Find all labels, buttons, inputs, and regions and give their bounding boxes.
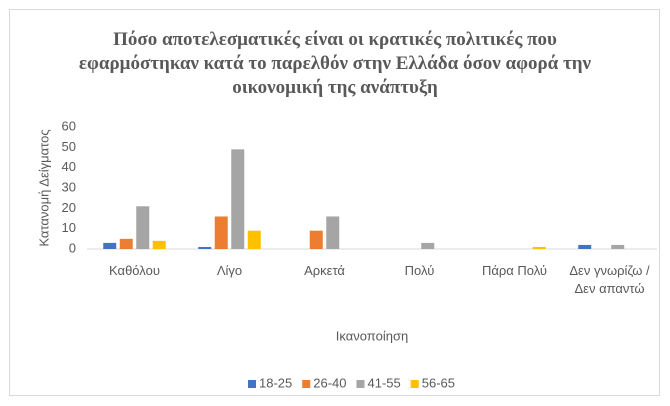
y-tick-label: 10 [62, 220, 76, 235]
y-tick-label: 20 [62, 200, 76, 215]
x-tick-label: Πολύ [404, 263, 435, 278]
bar [578, 244, 592, 249]
legend-swatch [356, 380, 365, 388]
legend-swatch [410, 380, 419, 388]
y-tick-label: 50 [62, 139, 76, 154]
y-tick-label: 40 [62, 159, 76, 174]
legend-swatch [248, 380, 256, 388]
y-tick-label: 30 [62, 179, 76, 194]
bar [152, 240, 166, 249]
bar [309, 230, 323, 249]
chart-title: Πόσο αποτελεσματικές είναι οι κρατικές π… [78, 29, 592, 98]
chart-border [9, 9, 660, 396]
bar [247, 230, 261, 249]
x-tick-label: Δεν γνωρίζω / Δεν απαντώ [569, 263, 650, 296]
bar [119, 238, 133, 249]
bar [611, 244, 625, 249]
x-tick-label: Αρκετά [304, 263, 345, 278]
legend-label: 41-55 [368, 375, 401, 390]
x-axis-title: Ικανοποίηση [336, 328, 408, 343]
y-axis-title: Κατανομή Δείγματος [36, 129, 51, 246]
bar [231, 149, 245, 249]
bar [421, 242, 435, 249]
legend-label: 56-65 [422, 375, 455, 390]
y-tick-label: 0 [69, 240, 76, 255]
bar [326, 216, 340, 249]
bar [136, 206, 150, 249]
bar [103, 242, 117, 249]
legend-swatch [302, 380, 311, 388]
y-tick-label: 60 [62, 118, 76, 133]
legend-label: 26-40 [313, 375, 346, 390]
x-tick-label: Πάρα Πολύ [481, 263, 548, 278]
x-tick-label: Λίγο [216, 263, 243, 278]
bar [198, 246, 212, 249]
bar [214, 216, 228, 249]
bar [532, 246, 546, 249]
legend-label: 18-25 [259, 375, 292, 390]
x-tick-label: Καθόλου [109, 263, 160, 278]
